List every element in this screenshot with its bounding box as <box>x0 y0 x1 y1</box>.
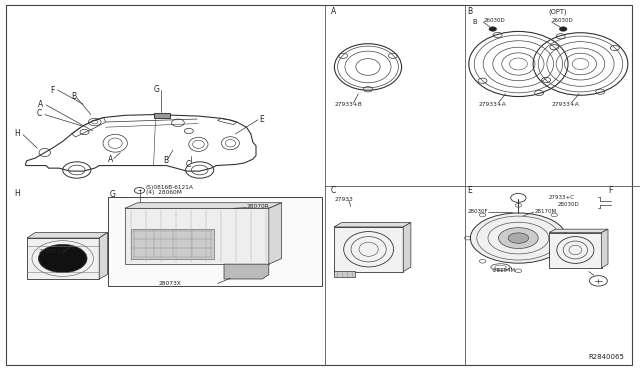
Text: 28073X: 28073X <box>159 281 182 286</box>
Text: E: E <box>259 115 264 124</box>
Polygon shape <box>334 227 403 272</box>
Ellipse shape <box>499 228 538 248</box>
Text: E: E <box>467 186 472 195</box>
Polygon shape <box>403 222 411 272</box>
Text: A: A <box>331 7 336 16</box>
Text: B: B <box>472 19 477 25</box>
Polygon shape <box>549 229 608 232</box>
Polygon shape <box>125 208 269 264</box>
Text: 27933+B: 27933+B <box>335 102 362 108</box>
Text: B: B <box>72 92 77 101</box>
Text: (4)  28060M: (4) 28060M <box>146 190 182 195</box>
Text: G: G <box>154 85 159 94</box>
Polygon shape <box>269 203 282 264</box>
Text: 27933+C: 27933+C <box>549 195 575 200</box>
Text: C: C <box>331 186 336 195</box>
Polygon shape <box>27 238 99 279</box>
Text: H: H <box>14 189 20 198</box>
Text: G: G <box>110 190 116 199</box>
Text: 27933+A: 27933+A <box>479 102 506 108</box>
Text: -28194M: -28194M <box>492 267 516 273</box>
Polygon shape <box>27 232 108 238</box>
Polygon shape <box>549 232 602 268</box>
FancyBboxPatch shape <box>131 229 214 259</box>
Polygon shape <box>602 229 608 268</box>
Text: B: B <box>163 156 168 165</box>
Text: R2840065: R2840065 <box>588 354 624 360</box>
Text: (S)0816B-6121A: (S)0816B-6121A <box>146 185 194 190</box>
Text: (OPT): (OPT) <box>548 9 568 15</box>
Text: F: F <box>50 86 54 94</box>
Text: C: C <box>37 109 42 118</box>
Text: C: C <box>186 160 191 169</box>
Text: B: B <box>467 7 472 16</box>
Text: H: H <box>14 129 20 138</box>
Polygon shape <box>334 222 411 227</box>
Ellipse shape <box>508 233 529 243</box>
Text: 28170M: 28170M <box>535 209 557 214</box>
Text: 28030D: 28030D <box>558 202 580 207</box>
Text: 27933+S: 27933+S <box>38 249 66 254</box>
Text: 28030F: 28030F <box>467 209 488 214</box>
Ellipse shape <box>470 213 566 263</box>
Text: 27933+A: 27933+A <box>552 102 579 108</box>
Polygon shape <box>224 264 269 279</box>
Polygon shape <box>99 232 108 279</box>
FancyBboxPatch shape <box>154 113 170 118</box>
Text: 28070R: 28070R <box>246 204 269 209</box>
FancyBboxPatch shape <box>108 197 322 286</box>
Text: F: F <box>608 186 612 195</box>
Text: 27933: 27933 <box>335 196 353 202</box>
Polygon shape <box>334 271 355 277</box>
Text: 26030D: 26030D <box>483 18 505 23</box>
Text: 26030D: 26030D <box>552 18 573 23</box>
Text: A: A <box>38 100 44 109</box>
Circle shape <box>38 244 87 273</box>
Polygon shape <box>125 203 282 208</box>
Text: A: A <box>108 155 113 164</box>
Circle shape <box>489 27 497 31</box>
Circle shape <box>559 27 567 31</box>
